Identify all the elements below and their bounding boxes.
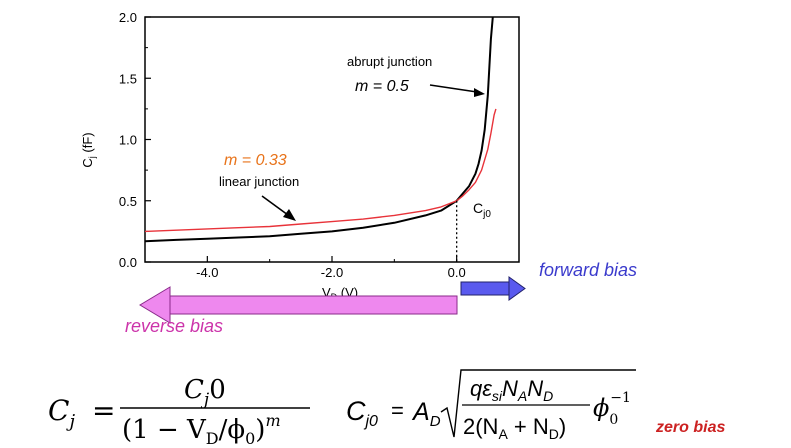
abrupt-arrow-head <box>474 88 485 97</box>
reverse-bias-label: reverse bias <box>125 316 223 336</box>
eq2-radical <box>440 369 636 438</box>
eq1-equals: = <box>92 394 115 427</box>
forward-arrow-body <box>460 281 510 296</box>
y-tick-label: 2.0 <box>119 10 137 25</box>
series-layer <box>145 17 497 243</box>
linear-arrow-head <box>283 209 296 221</box>
eq1-lhs: Cj <box>48 394 75 432</box>
svg-text:Cj (fF): Cj (fF) <box>80 132 97 167</box>
x-tick-label: -4.0 <box>196 265 218 280</box>
eq2-area: AD <box>411 398 441 430</box>
eq2-lhs: Cj0 <box>346 396 378 430</box>
reverse-bias-indicator: reverse bias <box>125 286 458 336</box>
linear-junction-curve <box>145 108 497 233</box>
y-tick-label: 0.5 <box>119 194 137 209</box>
linear-arrow-line <box>261 195 289 216</box>
zero-bias-label: zero bias <box>655 419 725 436</box>
linear-m-label: m = 0.33 <box>224 152 287 169</box>
reverse-arrow-head <box>139 286 171 324</box>
eq1-numerator: Cj0 <box>184 375 226 410</box>
forward-bias-indicator: forward bias <box>460 260 637 301</box>
forward-arrow-head <box>508 276 526 301</box>
equation-cj: Cj = Cj0 (1 − VD/ϕ0)m <box>48 375 310 448</box>
abrupt-junction-label: abrupt junction <box>347 54 432 69</box>
y-axis-label: Cj (fF) <box>80 132 97 167</box>
abrupt-m-label: m = 0.5 <box>355 78 409 95</box>
axis-ticks: -4.0 -2.0 0.0 0.0 0.5 1.0 1.5 2.0 <box>119 10 520 280</box>
eq2-numerator: qεsiNAND <box>470 376 553 404</box>
cj0-label: Cj0 <box>473 200 491 220</box>
abrupt-arrow-line <box>429 84 478 93</box>
capacitance-chart: -4.0-2.00.00.00.51.01.52.0 VD (V) Cj (fF… <box>80 10 520 302</box>
eq1-denominator: (1 − VD/ϕ0)m <box>122 411 281 448</box>
x-tick-label: -2.0 <box>321 265 343 280</box>
reverse-arrow-body <box>169 295 458 315</box>
equation-cj0: Cj0 = AD qεsiNAND 2(NA + ND) ϕ0−1 zero b… <box>346 369 725 442</box>
eq2-phi: ϕ0−1 <box>593 390 631 428</box>
y-tick-label: 1.5 <box>119 71 137 86</box>
forward-bias-label: forward bias <box>539 260 637 280</box>
abrupt-junction-curve <box>145 17 494 243</box>
eq2-equals: = <box>391 398 404 423</box>
y-tick-label: 0.0 <box>119 255 137 270</box>
eq2-denominator: 2(NA + ND) <box>463 414 566 442</box>
y-tick-label: 1.0 <box>119 133 137 148</box>
x-tick-label: 0.0 <box>448 265 466 280</box>
linear-junction-label: linear junction <box>219 174 299 189</box>
plot-frame <box>144 16 520 263</box>
